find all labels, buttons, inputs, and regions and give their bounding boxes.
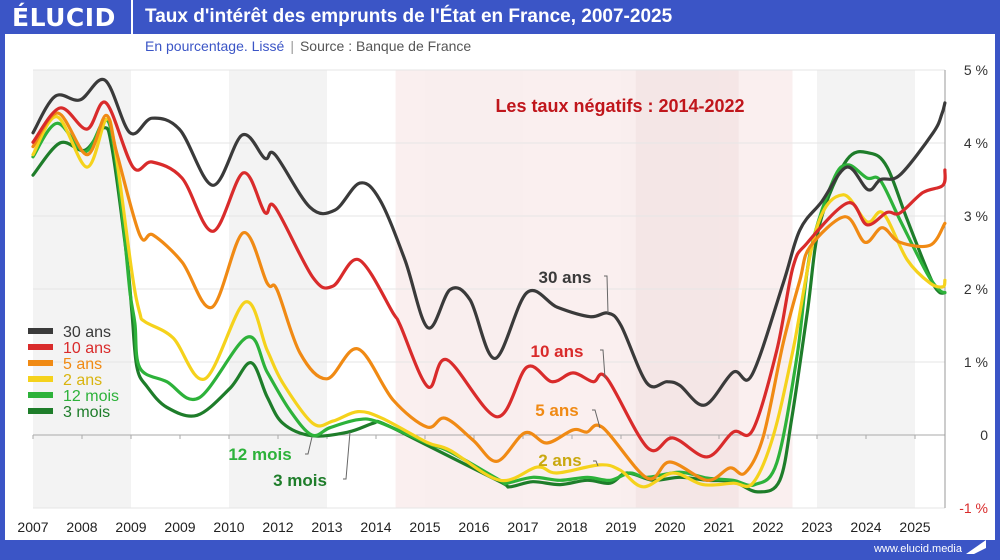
elucid-corner-logo-icon xyxy=(966,540,986,554)
legend-label: 12 mois xyxy=(63,388,119,405)
legend-label: 3 mois xyxy=(63,404,110,421)
axes: 5 % 4 % 3 % 2 % 1 % 0 -1 % 2007 2008 2009 2009 2010… xyxy=(17,62,988,535)
y-tick-label: -1 % xyxy=(959,500,988,516)
legend-label: 30 ans xyxy=(63,324,111,341)
header-bar: ÉLUCID Taux d'intérêt des emprunts de l'… xyxy=(0,0,1000,34)
series-line-30-ans xyxy=(31,77,947,407)
subtitle-units: En pourcentage. Lissé xyxy=(145,38,285,54)
chart-title: Taux d'intérêt des emprunts de l'État en… xyxy=(145,6,673,27)
x-tick-label: 2013 xyxy=(311,519,342,535)
label-leader-line xyxy=(600,349,606,379)
y-tick-label: 5 % xyxy=(964,62,988,78)
subtitle-separator: | xyxy=(290,38,294,54)
y-tick-label: 4 % xyxy=(964,135,988,151)
label-leader-line xyxy=(593,460,599,467)
legend-label: 10 ans xyxy=(63,340,111,357)
series-line-3-mois xyxy=(31,126,947,494)
subtitle-source: Source : Banque de France xyxy=(299,38,472,54)
x-tick-label: 2009 xyxy=(164,519,195,535)
series-labels: 30 ans 10 ans 5 ans 2 ans 12 mois 3 mois xyxy=(228,268,609,490)
legend-item: 5 ans xyxy=(28,356,102,373)
series-line-2-ans xyxy=(31,115,947,489)
legend-label: 5 ans xyxy=(63,356,102,373)
x-tick-label: 2012 xyxy=(262,519,293,535)
elucid-logo: ÉLUCID xyxy=(12,3,116,32)
negative-rates-annotation: Les taux négatifs : 2014-2022 xyxy=(495,96,744,116)
label-leader-line xyxy=(343,431,351,480)
label-leader-line xyxy=(305,436,313,455)
chart-subtitle: En pourcentage. Lissé | Source : Banque de… xyxy=(145,38,471,54)
x-tick-label: 2014 xyxy=(360,519,391,535)
x-tick-label: 2024 xyxy=(850,519,881,535)
x-tick-label: 2025 xyxy=(899,519,930,535)
x-tick-label: 2022 xyxy=(752,519,783,535)
x-tick-label: 2010 xyxy=(213,519,244,535)
legend-swatch xyxy=(28,376,53,382)
x-tick-label: 2020 xyxy=(654,519,685,535)
legend-label: 2 ans xyxy=(63,372,102,389)
legend-swatch xyxy=(28,360,53,366)
series-label: 30 ans xyxy=(539,268,592,287)
x-tick-label: 2018 xyxy=(556,519,587,535)
legend-item: 3 mois xyxy=(28,404,110,421)
series-line-10-ans xyxy=(31,100,947,459)
x-tick-label: 2008 xyxy=(66,519,97,535)
series-label: 10 ans xyxy=(531,342,584,361)
label-leader-line xyxy=(592,409,601,429)
label-leader-line xyxy=(604,275,609,314)
x-tick-label: 2019 xyxy=(605,519,636,535)
x-tick-label: 2021 xyxy=(703,519,734,535)
legend-item: 30 ans xyxy=(28,324,111,341)
y-tick-label: 3 % xyxy=(964,208,988,224)
series-label: 3 mois xyxy=(273,471,327,490)
footer-url[interactable]: www.elucid.media xyxy=(873,543,962,555)
series-label: 12 mois xyxy=(228,445,291,464)
gridlines xyxy=(33,69,945,509)
y-tick-label: 0 xyxy=(980,427,988,443)
legend-item: 12 mois xyxy=(28,388,119,405)
series-label: 5 ans xyxy=(535,401,578,420)
x-tick-label: 2009 xyxy=(115,519,146,535)
y-tick-label: 1 % xyxy=(964,354,988,370)
legend-swatch xyxy=(28,408,53,414)
x-tick-label: 2016 xyxy=(458,519,489,535)
legend-item: 2 ans xyxy=(28,372,102,389)
legend-swatch xyxy=(28,344,53,350)
legend-item: 10 ans xyxy=(28,340,111,357)
series-line-5-ans xyxy=(31,111,947,482)
y-tick-label: 2 % xyxy=(964,281,988,297)
header-divider xyxy=(131,0,133,34)
x-tick-label: 2023 xyxy=(801,519,832,535)
x-tick-label: 2007 xyxy=(17,519,48,535)
series-lines xyxy=(31,77,947,494)
series-label: 2 ans xyxy=(538,451,581,470)
x-tick-label: 2017 xyxy=(507,519,538,535)
legend-swatch xyxy=(28,328,53,334)
legend-swatch xyxy=(28,392,53,398)
x-tick-label: 2015 xyxy=(409,519,440,535)
